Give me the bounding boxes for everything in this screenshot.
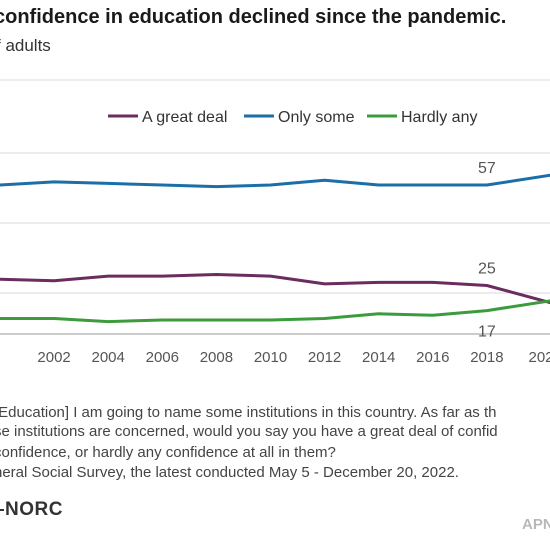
series-line [0,299,550,324]
source-note: neral Social Survey, the latest conducte… [0,464,459,481]
line-chart: A great deal Only some Hardly any 57612521… [0,79,550,366]
chart-subtitle: f adults [0,36,51,55]
data-label: 17 [478,324,496,341]
question-note-line-2: se institutions are concerned, would you… [0,423,498,440]
x-tick-label: 2018 [470,349,503,366]
logo-dash-icon [0,508,4,511]
ap-credit: APN [522,516,550,533]
x-tick-label: 2012 [308,349,341,366]
norc-logo: NORC [0,499,63,521]
legend-entry: Only some [278,109,355,126]
question-note-line-3: confidence, or hardly any confidence at … [0,444,336,461]
x-tick-label: 2010 [254,349,287,366]
series-lines [0,173,550,324]
x-tick-label: 202 [528,349,550,366]
x-tick-label: 2008 [200,349,233,366]
x-tick-label: 2004 [92,349,125,366]
question-note-line-1: [Education] I am going to name some inst… [0,404,497,421]
legend: A great deal Only some Hardly any [108,109,477,126]
x-axis: 2002 2004 2006 2008 2010 2012 2014 2016 2018 202 [37,349,550,366]
x-tick-label: 2006 [146,349,179,366]
legend-entry: A great deal [142,109,227,126]
data-label: 57 [478,160,496,177]
gridlines [0,79,550,335]
chart-title: confidence in education declined since t… [0,6,507,28]
legend-entry: Hardly any [401,109,477,126]
series-line [0,273,550,305]
data-label: 25 [478,261,496,278]
x-tick-label: 2016 [416,349,449,366]
data-labels: 576125211718 [478,160,496,341]
series-line [0,173,550,189]
x-tick-label: 2014 [362,349,395,366]
x-tick-label: 2002 [37,349,70,366]
